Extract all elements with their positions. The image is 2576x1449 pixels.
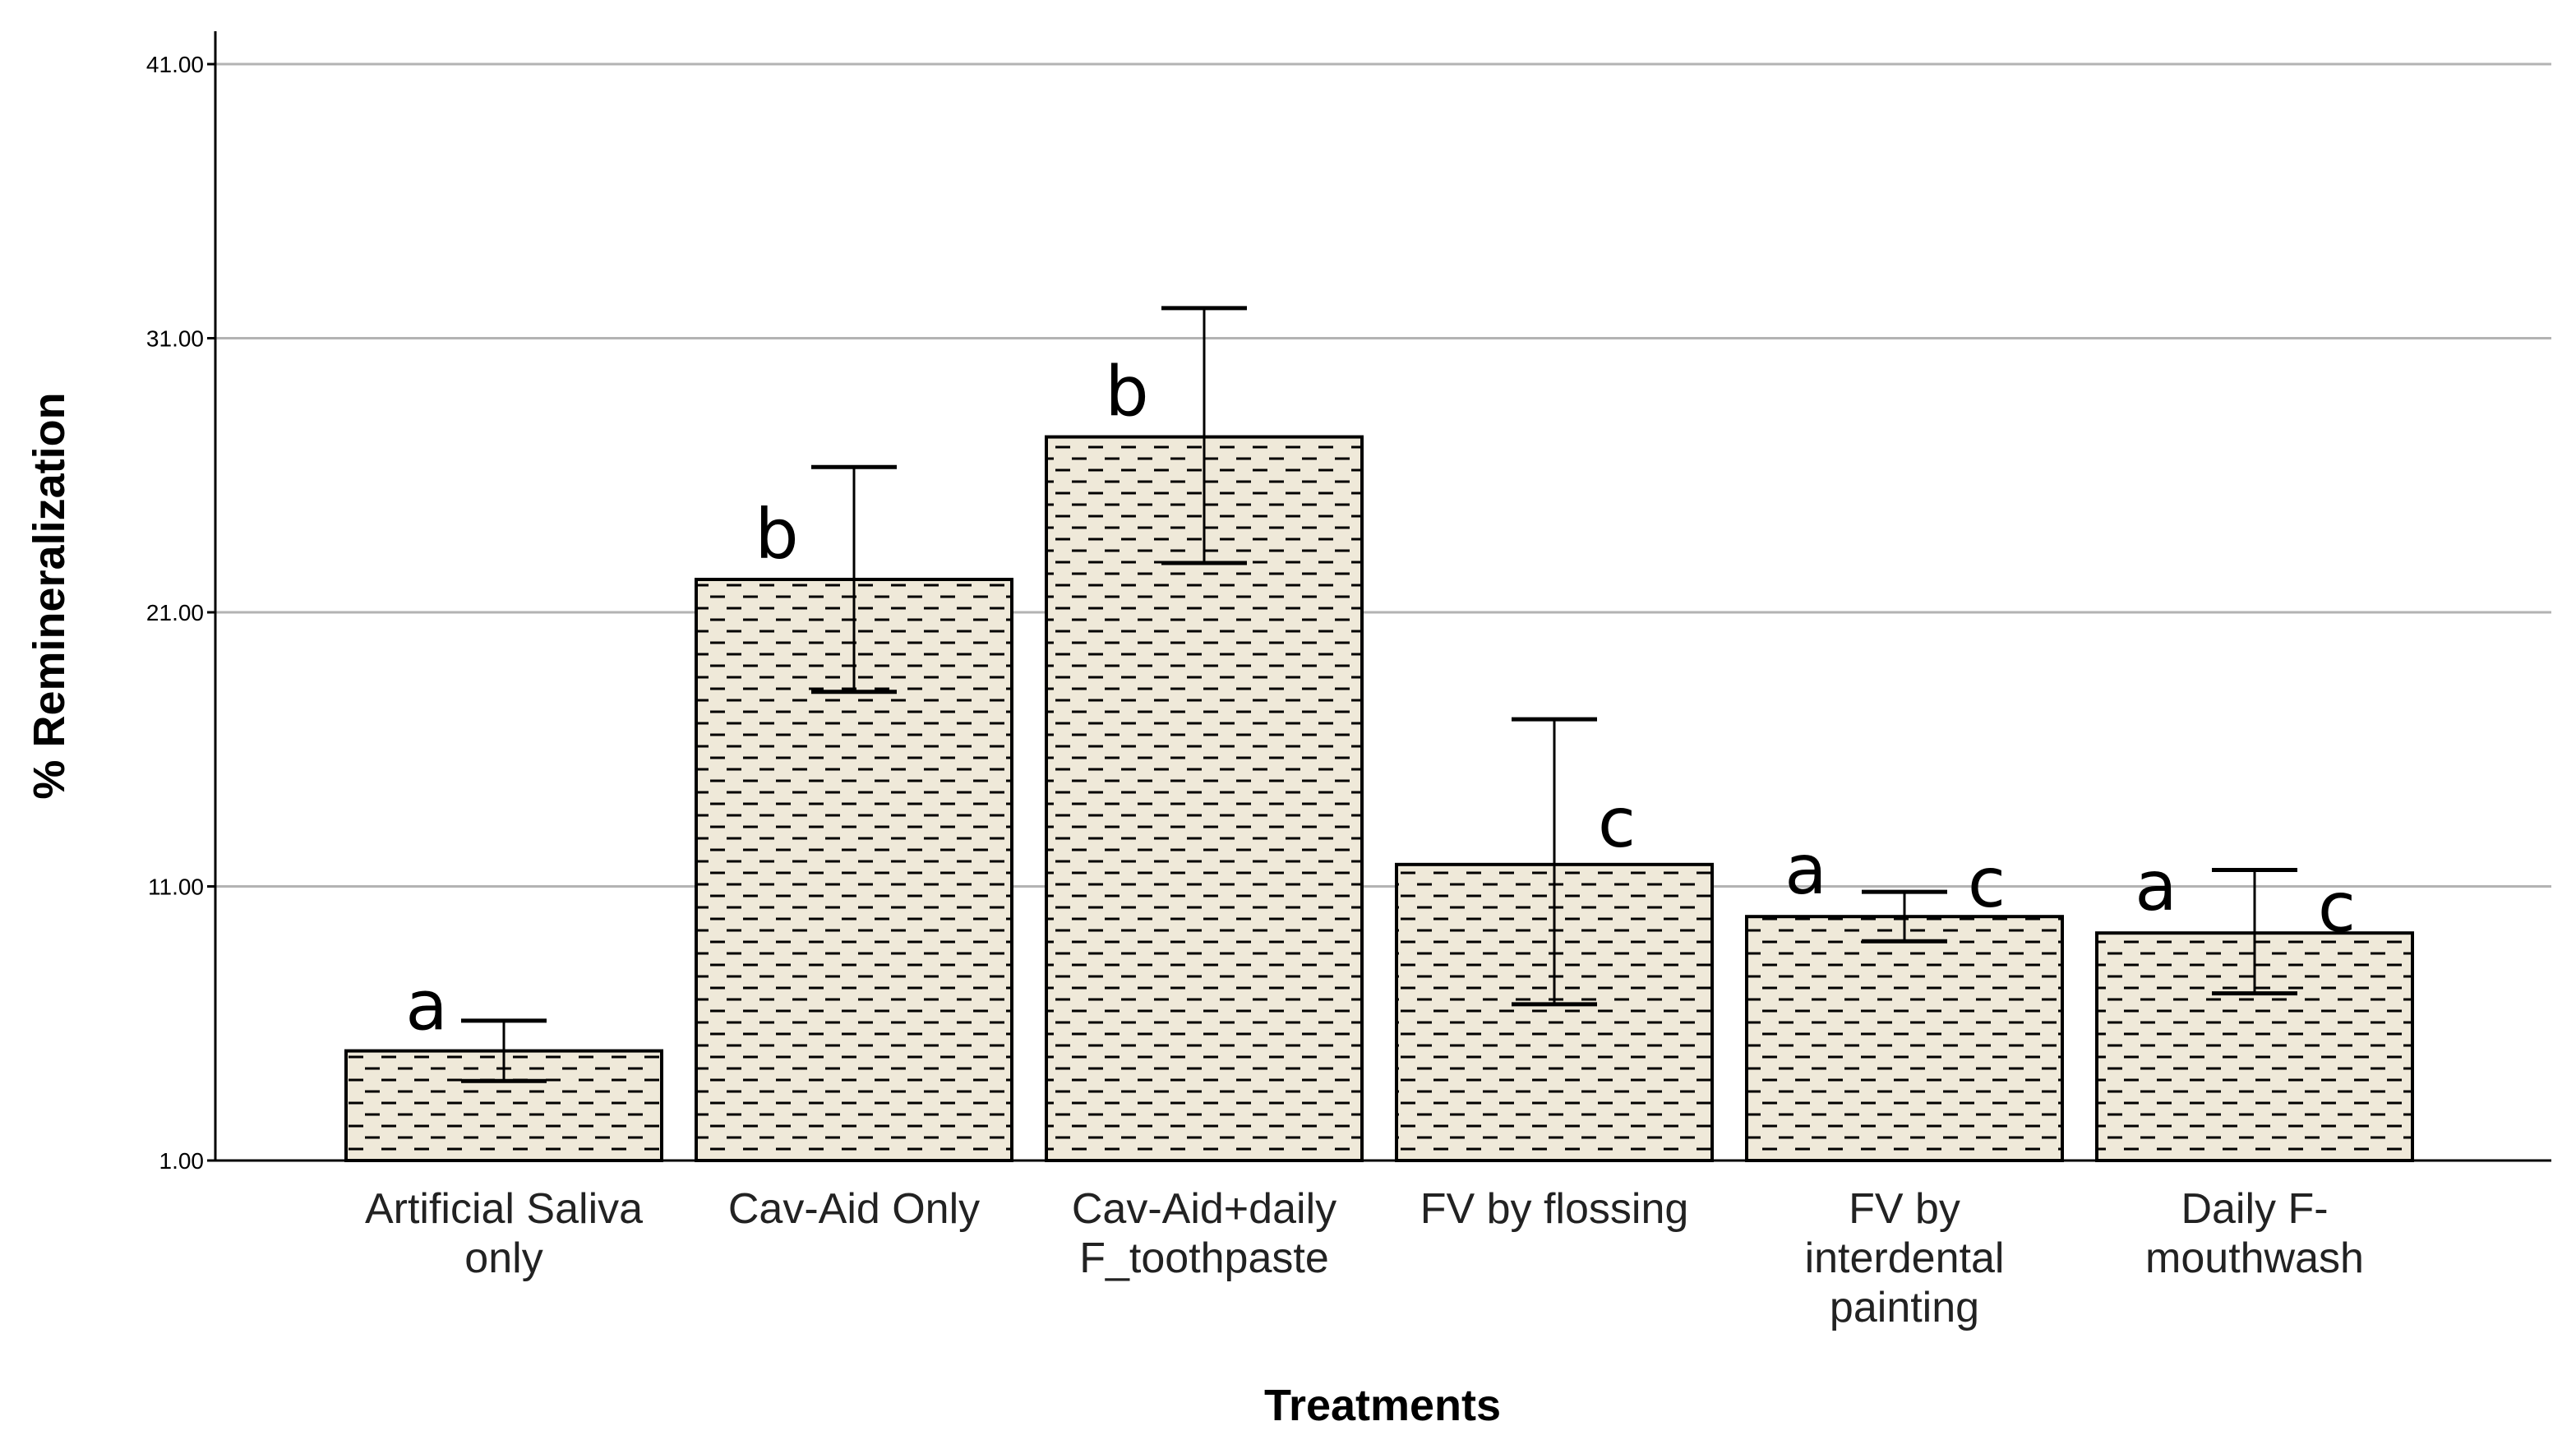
x-category-label: F_toothpaste: [1079, 1234, 1329, 1282]
significance-letter: c: [1968, 842, 2006, 923]
x-category-label: interdental: [1805, 1234, 2005, 1282]
significance-letter: b: [1105, 352, 1148, 432]
y-tick-label: 41.00: [146, 52, 204, 77]
x-category-label: FV by flossing: [1420, 1185, 1689, 1233]
significance-letter: a: [2135, 846, 2177, 926]
bars: [344, 435, 2414, 1162]
x-category-label: Daily F-: [2181, 1185, 2328, 1233]
significance-letters: a b b c a c a c: [405, 352, 2356, 1046]
x-category-label: Artificial Saliva: [365, 1185, 643, 1233]
y-tick-label: 11.00: [148, 874, 204, 900]
significance-letter: b: [755, 494, 798, 575]
x-category-label: FV by: [1849, 1185, 1960, 1233]
y-axis-title: % Remineralization: [25, 392, 74, 799]
error-bars: [461, 306, 2297, 1083]
y-tick-label: 21.00: [146, 600, 204, 625]
x-axis-title: Treatments: [1264, 1381, 1501, 1430]
bar: [1745, 915, 2064, 1162]
y-tick-label: 31.00: [146, 326, 204, 352]
x-category-label: painting: [1830, 1284, 1979, 1331]
significance-letter: a: [1784, 829, 1826, 910]
significance-letter: c: [1598, 782, 1636, 863]
significance-letter: a: [405, 966, 447, 1046]
y-tick-label: 1.00: [159, 1148, 205, 1174]
y-tick-labels: 1.00 11.00 21.00 31.00 41.00: [146, 52, 215, 1174]
x-category-label: Cav-Aid Only: [728, 1185, 980, 1233]
gridlines: [215, 62, 2551, 888]
x-category-label: mouthwash: [2145, 1234, 2364, 1282]
axes: [214, 31, 2551, 1162]
x-category-label: Cav-Aid+daily: [1072, 1185, 1336, 1233]
x-category-label: only: [464, 1234, 542, 1282]
significance-letter: c: [2318, 867, 2356, 948]
